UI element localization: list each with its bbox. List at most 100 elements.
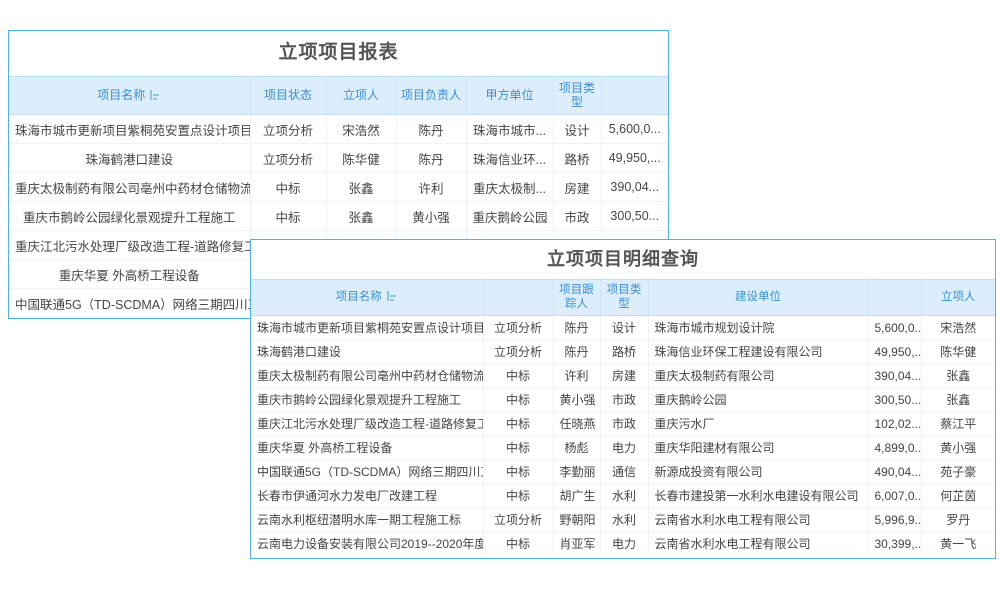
cell-builder[interactable]: 长春市建投第一水利水电建设有限公司 [648,483,869,508]
cell-project-name[interactable]: 珠海市城市更新项目紫桐苑安置点设计项目 [9,114,251,144]
cell-project-name[interactable]: 重庆华夏 外高桥工程设备 [9,259,251,289]
cell-manager: 陈丹 [396,143,467,173]
cell-client: 珠海信业环... [466,143,554,173]
cell-initiator: 陈华健 [921,339,995,364]
cell-type: 市政 [600,411,649,436]
cell-amount: 5,600,0... [601,114,668,144]
detail-panel-title: 立项项目明细查询 [251,240,995,279]
detail-col-status[interactable] [483,279,554,316]
table-row[interactable]: 重庆华夏 外高桥工程设备 中标 杨彪 电力 重庆华阳建材有限公司 4,899,0… [251,435,995,460]
cell-project-name[interactable]: 重庆太极制药有限公司亳州中药材仓储物流基地 [9,172,251,202]
cell-tracker: 黄小强 [553,387,601,412]
cell-project-name[interactable]: 重庆江北污水处理厂级改造工程-道路修复工程 [9,230,251,260]
cell-project-name[interactable]: 重庆市鹅岭公园绿化景观提升工程施工 [251,387,484,412]
cell-initiator: 罗丹 [921,507,995,532]
table-row[interactable]: 重庆市鹅岭公园绿化景观提升工程施工 中标 张鑫 黄小强 重庆鹅岭公园 市政 30… [9,201,668,231]
sort-icon[interactable] [386,290,398,301]
cell-project-name[interactable]: 珠海鹤港口建设 [9,143,251,173]
table-row[interactable]: 珠海市城市更新项目紫桐苑安置点设计项目 立项分析 宋浩然 陈丹 珠海市城市...… [9,114,668,144]
cell-builder[interactable]: 重庆太极制药有限公司 [648,363,869,388]
cell-builder[interactable]: 珠海信业环保工程建设有限公司 [648,339,869,364]
report-col-amount[interactable] [601,76,668,115]
report-col-project-name[interactable]: 项目名称 [9,76,251,115]
cell-project-name[interactable]: 重庆太极制药有限公司亳州中药材仓储物流基地 [251,363,484,388]
detail-col-project-name-label: 项目名称 [335,290,382,303]
cell-amount: 49,950,... [601,143,668,173]
cell-amount: 4,899,0... [868,435,922,460]
cell-status: 中标 [483,435,554,460]
detail-col-tracker[interactable]: 项目跟踪人 [553,279,601,316]
cell-builder[interactable]: 云南省水利水电工程有限公司 [648,507,869,532]
table-row[interactable]: 中国联通5G（TD-SCDMA）网络三期四川工程 中标 李勤丽 通信 新源成投资… [251,459,995,484]
table-row[interactable]: 珠海市城市更新项目紫桐苑安置点设计项目 立项分析 陈丹 设计 珠海市城市规划设计… [251,315,995,340]
cell-status: 中标 [483,459,554,484]
cell-initiator: 苑子豪 [921,459,995,484]
cell-manager: 黄小强 [396,201,467,231]
sort-icon[interactable] [150,89,161,100]
table-row[interactable]: 珠海鹤港口建设 立项分析 陈丹 路桥 珠海信业环保工程建设有限公司 49,950… [251,339,995,364]
detail-col-project-name[interactable]: 项目名称 [251,279,484,316]
cell-amount: 300,50... [601,201,668,231]
cell-type: 设计 [600,315,649,340]
cell-status: 立项分析 [483,315,554,340]
table-row[interactable]: 重庆太极制药有限公司亳州中药材仓储物流基地 中标 张鑫 许利 重庆太极制... … [9,172,668,202]
cell-amount: 49,950,... [868,339,922,364]
cell-project-name[interactable]: 重庆江北污水处理厂级改造工程-道路修复工程 [251,411,484,436]
cell-type: 路桥 [553,143,602,173]
table-row[interactable]: 长春市伊通河水力发电厂改建工程 中标 胡广生 水利 长春市建投第一水利水电建设有… [251,483,995,508]
report-col-manager[interactable]: 项目负责人 [396,76,467,115]
cell-initiator: 蔡江平 [921,411,995,436]
cell-amount: 102,02... [868,411,922,436]
cell-project-name[interactable]: 珠海鹤港口建设 [251,339,484,364]
report-col-status[interactable]: 项目状态 [250,76,327,115]
table-row[interactable]: 云南电力设备安装有限公司2019--2020年度劳务 中标 肖亚军 电力 云南省… [251,531,995,556]
cell-tracker: 野朝阳 [553,507,601,532]
cell-initiator: 何芷茵 [921,483,995,508]
cell-client: 重庆太极制... [466,172,554,202]
detail-col-amount[interactable] [868,279,922,316]
cell-status: 中标 [483,363,554,388]
cell-project-name[interactable]: 长春市伊通河水力发电厂改建工程 [251,483,484,508]
cell-builder[interactable]: 重庆鹅岭公园 [648,387,869,412]
cell-project-name[interactable]: 中国联通5G（TD-SCDMA）网络三期四川工程 [9,288,251,318]
report-panel-title: 立项项目报表 [9,31,668,76]
cell-tracker: 陈丹 [553,315,601,340]
cell-builder[interactable]: 云南省水利水电工程有限公司 [648,531,869,556]
cell-status: 中标 [250,201,327,231]
cell-tracker: 李勤丽 [553,459,601,484]
table-row[interactable]: 珠海鹤港口建设 立项分析 陈华健 陈丹 珠海信业环... 路桥 49,950,.… [9,143,668,173]
cell-initiator: 黄小强 [921,435,995,460]
cell-project-name[interactable]: 云南水利枢纽潜明水库一期工程施工标 [251,507,484,532]
cell-builder[interactable]: 新源成投资有限公司 [648,459,869,484]
detail-col-type[interactable]: 项目类型 [600,279,649,316]
table-row[interactable]: 云南水利枢纽潜明水库一期工程施工标 立项分析 野朝阳 水利 云南省水利水电工程有… [251,507,995,532]
cell-project-name[interactable]: 珠海市城市更新项目紫桐苑安置点设计项目 [251,315,484,340]
report-col-type[interactable]: 项目类型 [553,76,602,115]
cell-client: 重庆鹅岭公园 [466,201,554,231]
report-col-client[interactable]: 甲方单位 [466,76,554,115]
cell-project-name[interactable]: 云南电力设备安装有限公司2019--2020年度劳务 [251,531,484,556]
detail-col-initiator[interactable]: 立项人 [921,279,995,316]
cell-initiator: 宋浩然 [326,114,397,144]
cell-amount: 30,399,... [868,531,922,556]
cell-builder[interactable]: 珠海市城市规划设计院 [648,315,869,340]
cell-type: 市政 [553,201,602,231]
cell-initiator: 张鑫 [326,201,397,231]
cell-project-name[interactable]: 重庆华夏 外高桥工程设备 [251,435,484,460]
table-row[interactable]: 重庆太极制药有限公司亳州中药材仓储物流基地 中标 许利 房建 重庆太极制药有限公… [251,363,995,388]
detail-col-builder[interactable]: 建设单位 [648,279,869,316]
cell-project-name[interactable]: 重庆市鹅岭公园绿化景观提升工程施工 [9,201,251,231]
table-row[interactable]: 重庆市鹅岭公园绿化景观提升工程施工 中标 黄小强 市政 重庆鹅岭公园 300,5… [251,387,995,412]
cell-status: 中标 [250,172,327,202]
cell-status: 立项分析 [483,339,554,364]
cell-builder[interactable]: 重庆华阳建材有限公司 [648,435,869,460]
cell-project-name[interactable]: 长春市伊通河水力发电厂改建工程 [9,317,251,318]
cell-type: 电力 [600,435,649,460]
cell-status: 立项分析 [483,507,554,532]
report-col-initiator[interactable]: 立项人 [326,76,397,115]
cell-project-name[interactable]: 中国联通5G（TD-SCDMA）网络三期四川工程 [251,459,484,484]
cell-builder[interactable]: 重庆污水厂 [648,411,869,436]
cell-tracker: 肖亚军 [553,531,601,556]
table-row[interactable]: 重庆江北污水处理厂级改造工程-道路修复工程 中标 任晓燕 市政 重庆污水厂 10… [251,411,995,436]
